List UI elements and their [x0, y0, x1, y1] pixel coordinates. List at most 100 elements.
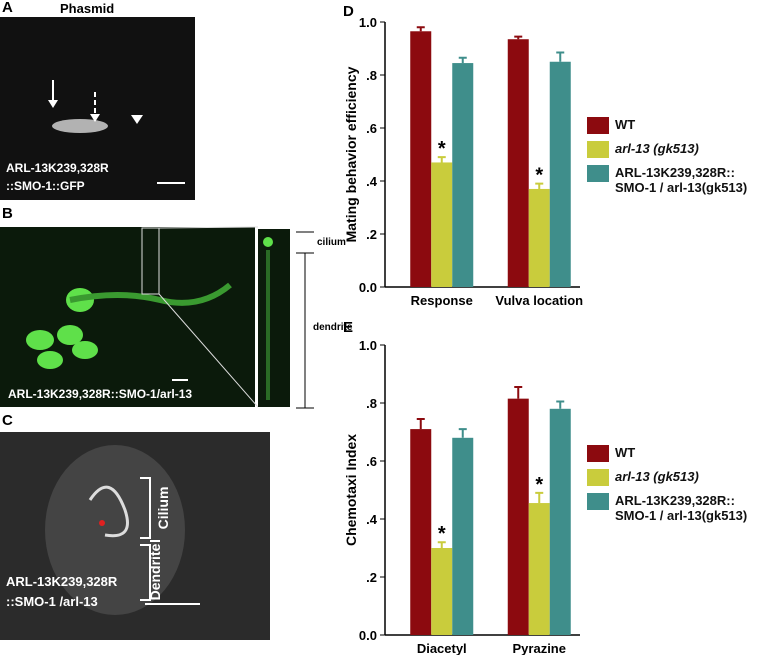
bar — [410, 31, 432, 288]
error-bar — [514, 386, 523, 399]
cilium — [263, 237, 273, 247]
error-bar — [514, 35, 523, 40]
panel-title: Phasmid — [60, 1, 114, 16]
legend-item: arl-13 (gk513) — [587, 141, 759, 158]
panel-letter: E — [343, 319, 353, 336]
panel-label: ARL-13K239,328R::SMO-1/arl-13 — [8, 387, 192, 401]
panel-letter: A — [2, 0, 13, 16]
y-tick-label: .4 — [366, 512, 378, 527]
cilium — [88, 485, 129, 538]
bracket — [140, 544, 151, 601]
error-bar — [458, 56, 467, 64]
dendrite — [69, 282, 232, 306]
legend-label: WT — [615, 445, 636, 460]
x-tick-label: Diacetyl — [417, 641, 467, 655]
panel-label: ::SMO-1 /arl-13 — [6, 594, 98, 609]
error-bar — [437, 541, 446, 548]
legend-label: ARL-13K239,328R:: SMO-1 / arl-13(gk513) — [615, 165, 748, 195]
arrow-head — [90, 114, 100, 122]
y-tick-label: .6 — [366, 121, 377, 136]
inset — [258, 229, 290, 407]
legend-swatch — [587, 445, 609, 462]
significance-mark: * — [438, 523, 446, 545]
legend-item: WT — [587, 445, 759, 462]
legend-label: arl-13 (gk513) — [615, 469, 699, 484]
signal — [52, 119, 108, 133]
bracket-label: Dendrite — [147, 543, 163, 600]
legend-swatch — [587, 469, 609, 486]
inset-label: dendrite — [313, 322, 353, 333]
bar — [507, 39, 529, 287]
error-bar — [556, 51, 565, 62]
marker — [99, 520, 105, 526]
zoom-box — [141, 227, 160, 295]
legend-item: ARL-13K239,328R:: SMO-1 / arl-13(gk513) — [587, 165, 759, 195]
error-bar — [416, 417, 425, 430]
panel-label: ARL-13K239,328R — [6, 161, 109, 175]
legend-swatch — [587, 165, 609, 182]
bar — [452, 437, 474, 635]
cell — [72, 341, 98, 359]
panel-label: ::SMO-1::GFP — [6, 179, 85, 193]
y-tick-label: .4 — [366, 174, 378, 189]
y-tick-label: .8 — [366, 396, 377, 411]
bar — [549, 408, 571, 635]
micrograph — [0, 227, 255, 407]
x-tick-label: Vulva location — [495, 293, 583, 308]
legend-label: ARL-13K239,328R:: SMO-1 / arl-13(gk513) — [615, 493, 748, 523]
legend-item: WT — [587, 117, 759, 134]
significance-mark: * — [535, 165, 543, 187]
bar — [410, 429, 432, 635]
bar — [431, 548, 453, 635]
cell — [57, 325, 83, 345]
legend-swatch — [587, 493, 609, 510]
bar — [528, 188, 550, 287]
x-tick-label: Pyrazine — [513, 641, 566, 655]
bar — [528, 503, 550, 635]
panel-letter: D — [343, 3, 354, 20]
panel-label: ARL-13K239,328R — [6, 574, 118, 589]
y-axis-label: Mating behavior efficiency — [343, 66, 359, 242]
error-bar — [416, 26, 425, 32]
legend-swatch — [587, 117, 609, 134]
panel-letter: C — [2, 412, 13, 429]
panel-letter: B — [2, 205, 13, 222]
error-bar — [535, 182, 544, 189]
y-tick-label: 1.0 — [359, 15, 377, 30]
bracket-label: Cilium — [155, 487, 171, 530]
y-tick-label: .2 — [366, 570, 377, 585]
y-tick-label: 1.0 — [359, 338, 377, 353]
micrograph — [0, 17, 195, 200]
arrowhead — [131, 115, 143, 124]
inset-label: cilium — [317, 237, 346, 248]
cell — [26, 330, 54, 350]
zoom-line — [158, 226, 259, 229]
legend-label: arl-13 (gk513) — [615, 141, 699, 156]
y-tick-label: 0.0 — [359, 280, 377, 295]
arrow-head — [48, 100, 58, 108]
y-tick-label: .6 — [366, 454, 377, 469]
error-bar — [556, 400, 565, 409]
bar — [549, 61, 571, 287]
legend-label: WT — [615, 117, 636, 132]
x-tick-label: Response — [411, 293, 473, 308]
error-bar — [437, 156, 446, 163]
cell — [37, 351, 63, 369]
legend-item: arl-13 (gk513) — [587, 469, 759, 486]
bar — [431, 162, 453, 287]
error-bar — [458, 428, 467, 438]
y-tick-label: 0.0 — [359, 628, 377, 643]
significance-mark: * — [438, 138, 446, 160]
bar — [452, 63, 474, 288]
legend-swatch — [587, 141, 609, 158]
bar — [507, 398, 529, 635]
bracket — [140, 477, 151, 539]
y-axis-label: Chemotaxi Index — [343, 434, 359, 546]
y-tick-label: .2 — [366, 227, 377, 242]
error-bar — [535, 491, 544, 504]
significance-mark: * — [535, 474, 543, 496]
